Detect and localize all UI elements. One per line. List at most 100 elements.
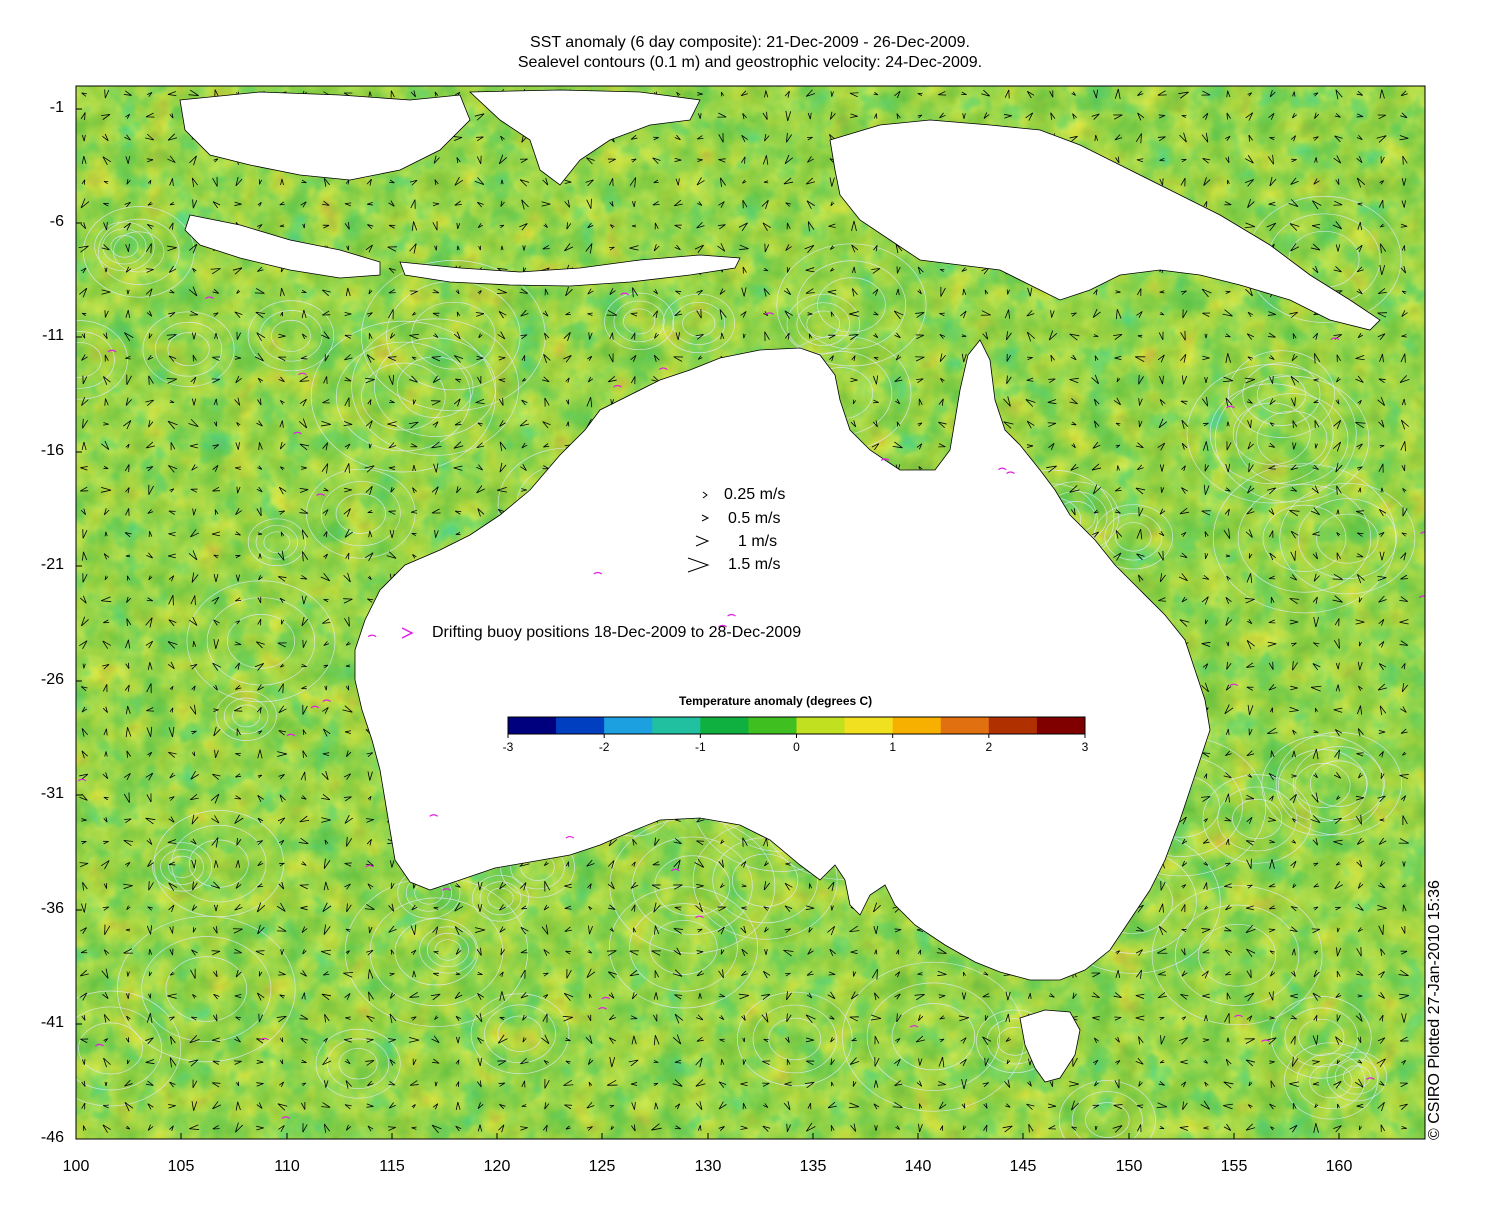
- velocity-arrow: [786, 991, 792, 1001]
- velocity-arrow: [1358, 487, 1362, 493]
- buoy-track: [695, 915, 704, 919]
- velocity-arrow: [872, 902, 881, 913]
- velocity-arrow: [606, 309, 617, 316]
- velocity-arrow: [81, 312, 87, 316]
- velocity-arrow: [81, 1059, 86, 1065]
- x-tick-label: 135: [799, 1158, 827, 1175]
- velocity-arrow: [807, 156, 814, 163]
- velocity-arrow: [345, 664, 351, 668]
- velocity-arrow: [104, 575, 109, 581]
- velocity-arrow: [1048, 330, 1058, 341]
- velocity-arrow: [1401, 883, 1407, 888]
- velocity-arrow: [104, 398, 109, 406]
- velocity-arrow: [301, 529, 309, 540]
- velocity-arrow: [166, 334, 177, 341]
- velocity-arrow: [324, 685, 328, 691]
- velocity-arrow: [1357, 728, 1364, 737]
- velocity-arrow: [587, 376, 594, 383]
- velocity-arrow: [829, 177, 835, 187]
- velocity-arrow: [1225, 750, 1232, 757]
- velocity-arrow: [235, 684, 242, 690]
- velocity-arrow: [1181, 838, 1188, 845]
- velocity-arrow: [1267, 641, 1277, 647]
- velocity-arrow: [696, 840, 705, 846]
- buoy-track: [1420, 531, 1425, 535]
- velocity-arrow: [520, 464, 527, 471]
- sealevel-contour: [1242, 362, 1321, 426]
- velocity-arrow: [827, 925, 836, 936]
- sealevel-contour: [1275, 731, 1402, 836]
- velocity-arrow: [1356, 443, 1363, 450]
- velocity-arrow: [586, 157, 595, 165]
- velocity-arrow: [387, 246, 397, 252]
- sealevel-contour: [1294, 763, 1351, 808]
- velocity-arrow: [498, 1124, 505, 1133]
- velocity-arrow: [916, 378, 924, 384]
- velocity-arrow: [167, 245, 177, 252]
- velocity-arrow: [1379, 180, 1385, 185]
- buoy-track: [260, 1037, 269, 1041]
- velocity-arrow: [1376, 135, 1387, 143]
- velocity-arrow: [1357, 927, 1363, 932]
- velocity-arrow: [1400, 706, 1407, 713]
- velocity-arrow: [147, 662, 153, 670]
- velocity-arrow: [1356, 970, 1364, 976]
- velocity-arrow: [408, 1037, 420, 1043]
- velocity-arrow: [1356, 553, 1364, 558]
- velocity-arrow: [672, 1034, 682, 1045]
- velocity-arrow: [214, 332, 218, 340]
- velocity-arrow: [585, 179, 594, 187]
- y-tick-label: -16: [40, 442, 64, 459]
- velocity-arrow: [388, 374, 395, 385]
- velocity-arrow: [1136, 528, 1143, 540]
- tasmania-land: [1019, 1009, 1081, 1083]
- velocity-arrow: [146, 158, 154, 163]
- velocity-arrow: [300, 1037, 309, 1044]
- velocity-arrow: [1355, 375, 1364, 383]
- sealevel-contour: [142, 311, 235, 387]
- velocity-arrow: [1401, 334, 1407, 338]
- velocity-arrow: [279, 1081, 285, 1088]
- velocity-arrow: [1336, 1059, 1341, 1065]
- velocity-arrow: [258, 1013, 264, 1023]
- velocity-arrow: [654, 332, 660, 339]
- velocity-arrow: [235, 882, 242, 889]
- velocity-arrow: [1181, 114, 1187, 118]
- velocity-arrow: [1071, 1126, 1078, 1131]
- velocity-arrow: [1289, 706, 1299, 713]
- velocity-arrow: [1333, 266, 1342, 273]
- velocity-arrow: [629, 969, 640, 977]
- velocity-arrow: [1159, 508, 1166, 515]
- velocity-arrow: [1246, 750, 1255, 757]
- velocity-arrow: [719, 288, 726, 295]
- velocity-arrow: [1202, 112, 1209, 120]
- velocity-arrow: [1138, 1080, 1143, 1087]
- velocity-arrow: [257, 377, 263, 383]
- velocity-arrow: [345, 1124, 352, 1131]
- velocity-arrow: [1313, 969, 1320, 978]
- velocity-arrow: [1070, 354, 1077, 361]
- velocity-arrow: [873, 91, 879, 96]
- velocity-arrow: [1248, 728, 1253, 736]
- velocity-arrow: [566, 222, 572, 230]
- velocity-arrow: [939, 268, 945, 273]
- velocity-arrow: [301, 926, 308, 933]
- velocity-arrow: [1333, 1125, 1342, 1133]
- velocity-arrow: [1093, 289, 1098, 296]
- velocity-arrow: [232, 928, 243, 934]
- velocity-arrow: [146, 838, 153, 845]
- velocity-arrow: [565, 861, 570, 867]
- velocity-arrow: [1181, 487, 1188, 494]
- velocity-arrow: [807, 312, 813, 316]
- velocity-arrow: [1399, 375, 1410, 383]
- velocity-arrow: [697, 158, 703, 162]
- velocity-arrow: [1400, 728, 1408, 734]
- velocity-arrow: [1355, 903, 1364, 911]
- velocity-arrow: [1026, 91, 1035, 99]
- velocity-arrow: [257, 706, 262, 714]
- velocity-arrow: [210, 881, 221, 889]
- velocity-arrow: [540, 1034, 550, 1044]
- velocity-arrow: [412, 311, 417, 316]
- velocity-arrow: [916, 1080, 923, 1087]
